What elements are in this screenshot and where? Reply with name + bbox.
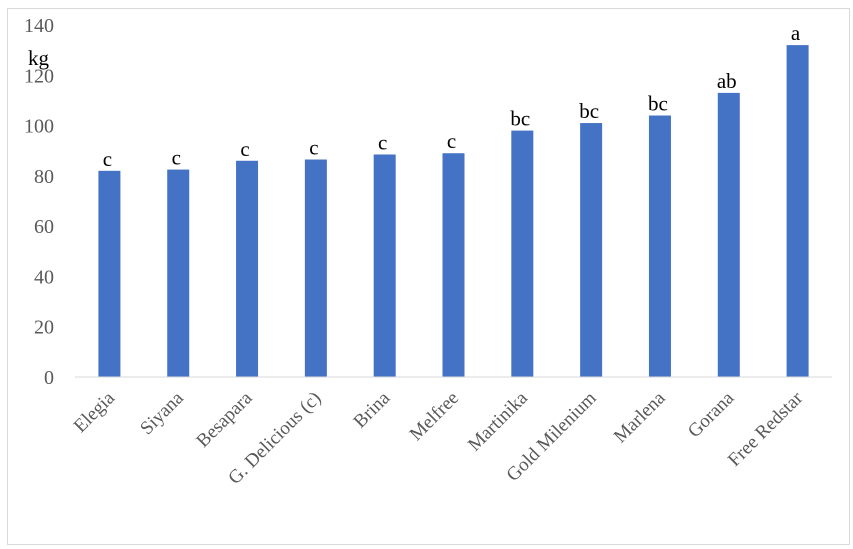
x-category-label: Besapara [192,387,256,451]
y-tick-label: 120 [24,65,54,87]
bar-data-label: c [172,146,181,170]
bar-data-label: c [240,137,249,161]
chart-area [7,8,850,545]
x-category-label: Brina [350,387,395,432]
bar [786,45,809,377]
bar [373,154,396,377]
x-category-label: Gorana [684,387,739,442]
bar-data-label: a [791,21,801,45]
y-axis-ticks: 0 20 40 60 80 100 120 140 [24,15,54,389]
bar-data-label: bc [579,99,599,123]
y-tick-label: 140 [24,15,54,37]
x-category-label: Free Redstar [724,387,808,471]
bar-data-label: c [378,130,387,154]
bar [167,169,190,377]
x-category-label: Siyana [136,387,188,439]
bar-data-labels: c c c c c c bc bc bc ab a [103,21,801,171]
x-category-label: Marlena [610,387,670,447]
y-tick-label: 40 [34,266,54,288]
bar-data-label: c [309,136,318,160]
bar-data-label: bc [648,92,668,116]
bar-data-label: c [103,147,112,171]
x-category-label: Elegia [70,387,120,437]
bar-data-label: bc [510,107,530,131]
bar [580,123,603,377]
y-tick-label: 60 [34,216,54,238]
bar [442,153,465,377]
bar [511,130,534,377]
y-axis-unit-label: kg [28,46,50,70]
x-category-label: Melfree [406,388,463,445]
bar-series [98,45,809,377]
y-tick-label: 100 [24,116,54,138]
bar [98,170,121,377]
y-tick-label: 0 [44,367,54,389]
bar [717,92,740,377]
x-category-label: Martinika [464,387,532,455]
bar [648,115,671,377]
bar-data-label: ab [717,69,737,93]
y-tick-label: 80 [34,166,54,188]
bar [304,159,327,377]
bar [236,160,259,377]
y-tick-label: 20 [34,317,54,339]
bar-data-label: c [447,129,456,153]
